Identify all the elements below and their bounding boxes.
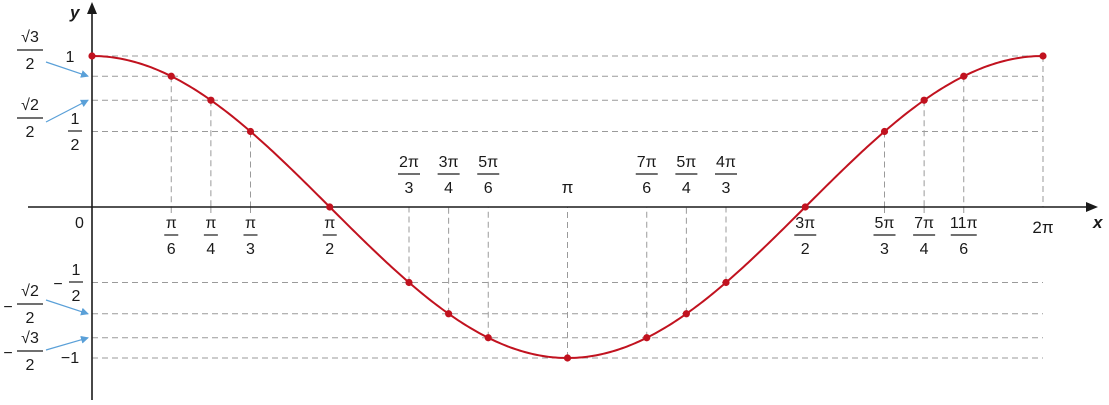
pointer-arrow [45,99,89,123]
x-tick-denominator: 6 [167,241,176,258]
x-axis-label: x [1092,213,1104,232]
x-tick-numerator: 5π [676,154,696,171]
x-tick-denominator: 6 [642,180,651,197]
y-label-neg-sqrt3-sign: − [3,345,12,362]
x-tick-denominator: 4 [682,180,691,197]
pointer-arrow [45,299,89,316]
x-tick-denominator: 4 [206,241,215,258]
y-label-neg-half-numerator: 1 [72,262,81,279]
y-axis-label: y [69,3,81,22]
data-point [88,52,96,60]
origin-label: 0 [75,215,84,232]
x-tick-numerator: 4π [716,154,736,171]
x-tick-numerator: π [166,215,177,232]
x-tick-numerator: 3π [439,154,459,171]
data-point [1039,52,1047,60]
x-tick-numerator: 7π [914,215,934,232]
data-point [405,278,413,287]
y-label-one: 1 [66,49,75,66]
y-label-sqrt3-denominator: 2 [26,56,35,73]
data-point [960,72,968,80]
x-tick-numerator: 5π [875,215,895,232]
data-point [920,96,928,104]
x-tick-numerator: π [205,215,216,232]
x-tick-label: 2π [1032,218,1053,237]
x-axis-arrowhead [1086,202,1098,212]
pointer-arrow [45,61,89,78]
data-point [167,72,175,80]
y-label-half-numerator: 1 [71,111,80,128]
x-tick-denominator: 3 [880,241,889,258]
y-label-neg-half-denominator: 2 [72,288,81,305]
x-tick-numerator: 7π [637,154,657,171]
x-tick-denominator: 4 [444,180,453,197]
y-label-sqrt2-denominator: 2 [26,124,35,141]
x-tick-denominator: 6 [959,241,968,258]
data-point [246,127,255,136]
y-label-minus-one: −1 [61,350,79,367]
data-point [682,310,690,318]
x-tick-numerator: 5π [478,154,498,171]
x-tick-numerator: π [245,215,256,232]
x-tick-denominator: 6 [484,180,493,197]
x-tick-numerator: 11π [950,215,978,232]
y-label-neg-sqrt2-numerator: √2 [21,283,39,300]
x-tick-numerator: 2π [399,154,419,171]
data-point [207,96,215,104]
y-label-neg-sqrt2-sign: − [3,299,12,316]
x-tick-denominator: 4 [920,241,929,258]
y-axis-arrowhead [87,2,97,14]
data-point [880,127,889,136]
y-label-neg-sqrt3-denominator: 2 [26,357,35,374]
y-label-neg-half-sign: − [53,276,62,293]
x-tick-denominator: 3 [722,180,731,197]
pointer-arrow [45,335,89,351]
x-tick-numerator: π [324,215,335,232]
x-tick-denominator: 2 [325,241,334,258]
x-tick-denominator: 3 [405,180,414,197]
x-tick-numerator: 3π [795,215,815,232]
data-point [801,203,809,211]
y-label-sqrt3-numerator: √3 [21,29,39,46]
x-tick-denominator: 2 [801,241,810,258]
y-label-neg-sqrt2-denominator: 2 [26,310,35,327]
data-point [563,354,572,362]
data-point [445,310,453,318]
data-point [643,334,651,342]
data-point [722,278,730,287]
y-label-half-denominator: 2 [71,137,80,154]
x-tick-label: π [562,178,574,197]
y-label-sqrt2-numerator: √2 [21,97,39,114]
x-tick-denominator: 3 [246,241,255,258]
data-point [484,334,492,342]
data-point [326,203,334,211]
y-label-neg-sqrt3-numerator: √3 [21,330,39,347]
